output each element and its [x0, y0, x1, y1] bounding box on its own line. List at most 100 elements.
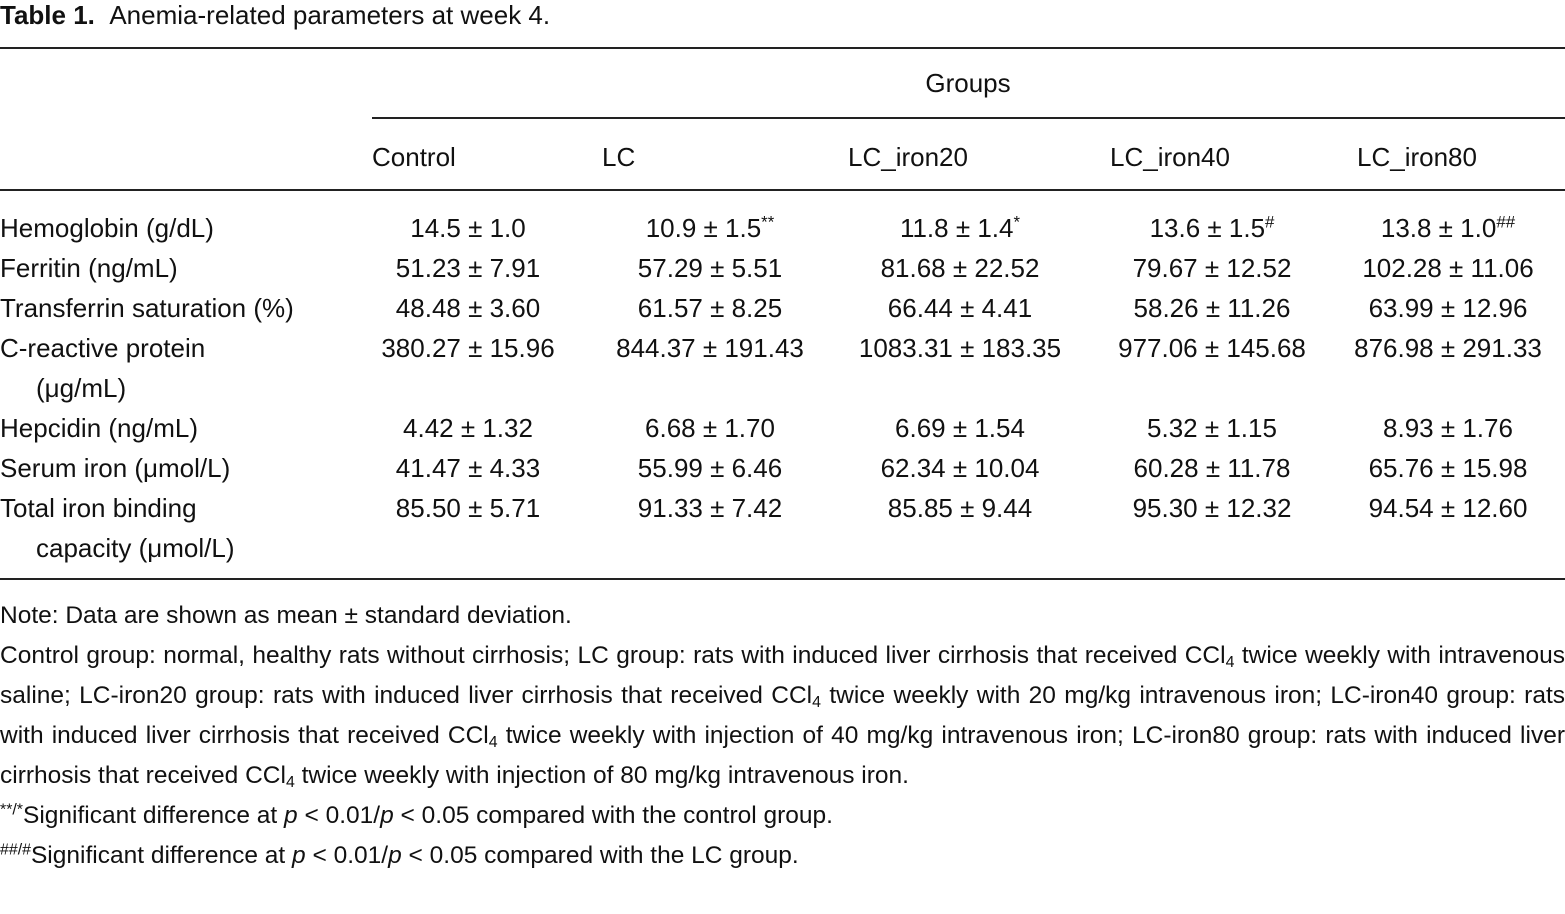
cell: 95.30 ± 12.32	[1087, 488, 1337, 528]
footnote-text: Significant difference at	[23, 802, 285, 829]
cell: 11.8 ± 1.4*	[835, 208, 1085, 248]
cell: 10.9 ± 1.5**	[585, 208, 835, 248]
cell-value: 977.06 ± 145.68	[1118, 333, 1306, 363]
cell-value: 91.33 ± 7.42	[637, 493, 783, 523]
column-header: LC_iron80	[1357, 142, 1477, 172]
cell: 102.28 ± 11.06	[1323, 248, 1565, 288]
cell-value: 41.47 ± 4.33	[395, 453, 541, 483]
cell: 48.48 ± 3.60	[343, 288, 593, 328]
cell: 977.06 ± 145.68	[1087, 328, 1337, 368]
row-label: Serum iron (μmol/L)	[0, 453, 231, 483]
cell-value: 8.93 ± 1.76	[1383, 413, 1513, 443]
footnote-text: 4	[285, 773, 295, 791]
significance-mark: **	[761, 212, 775, 232]
column-header: LC_iron20	[848, 142, 968, 172]
column-header: LC_iron40	[1110, 142, 1230, 172]
footnote-text: **/*	[0, 801, 23, 819]
cell: 51.23 ± 7.91	[343, 248, 593, 288]
cell-value: 5.32 ± 1.15	[1147, 413, 1277, 443]
cell: 57.29 ± 5.51	[585, 248, 835, 288]
footnote-text: p	[284, 802, 298, 829]
row-label: Hepcidin (ng/mL)	[0, 413, 198, 443]
cell: 85.85 ± 9.44	[835, 488, 1085, 528]
row-label: Ferritin (ng/mL)	[0, 253, 178, 283]
cell-value: 65.76 ± 15.98	[1368, 453, 1528, 483]
footnote: Control group: normal, healthy rats with…	[0, 636, 1565, 796]
cell: 5.32 ± 1.15	[1087, 408, 1337, 448]
cell: 81.68 ± 22.52	[835, 248, 1085, 288]
footnote-text: 4	[488, 733, 498, 751]
footnote-text: p	[380, 802, 394, 829]
cell: 4.42 ± 1.32	[343, 408, 593, 448]
cell: 13.6 ± 1.5#	[1087, 208, 1337, 248]
cell: 8.93 ± 1.76	[1323, 408, 1565, 448]
cell-value: 13.8 ± 1.0	[1380, 213, 1497, 243]
rule	[372, 117, 1565, 119]
cell: 94.54 ± 12.60	[1323, 488, 1565, 528]
footnote: Note: Data are shown as mean ± standard …	[0, 596, 1565, 636]
cell-value: 14.5 ± 1.0	[410, 213, 526, 243]
significance-mark: *	[1013, 212, 1021, 232]
cell: 6.69 ± 1.54	[835, 408, 1085, 448]
cell: 6.68 ± 1.70	[585, 408, 835, 448]
cell-value: 844.37 ± 191.43	[616, 333, 804, 363]
cell: 13.8 ± 1.0##	[1323, 208, 1565, 248]
column-header: Control	[372, 142, 456, 172]
rule	[0, 47, 1565, 49]
row-label: Transferrin saturation (%)	[0, 293, 294, 323]
cell-value: 48.48 ± 3.60	[395, 293, 541, 323]
row-label: Hemoglobin (g/dL)	[0, 213, 214, 243]
cell-value: 95.30 ± 12.32	[1132, 493, 1292, 523]
footnote-text: 4	[812, 693, 821, 711]
cell: 14.5 ± 1.0	[343, 208, 593, 248]
cell: 65.76 ± 15.98	[1323, 448, 1565, 488]
footnote-text: twice weekly with 20 mg/kg intravenous i…	[0, 682, 1565, 749]
cell: 58.26 ± 11.26	[1087, 288, 1337, 328]
cell: 61.57 ± 8.25	[585, 288, 835, 328]
footnote-text: 4	[1225, 653, 1235, 671]
group-header: Groups	[925, 68, 1011, 98]
significance-mark: #	[1265, 212, 1275, 232]
rule	[0, 189, 1565, 191]
cell: 85.50 ± 5.71	[343, 488, 593, 528]
cell: 62.34 ± 10.04	[835, 448, 1085, 488]
cell-value: 94.54 ± 12.60	[1368, 493, 1528, 523]
cell-value: 85.50 ± 5.71	[395, 493, 541, 523]
cell: 41.47 ± 4.33	[343, 448, 593, 488]
cell-value: 6.69 ± 1.54	[895, 413, 1025, 443]
cell: 79.67 ± 12.52	[1087, 248, 1337, 288]
cell-value: 876.98 ± 291.33	[1354, 333, 1542, 363]
footnote-text: p	[388, 842, 402, 869]
row-label: Total iron binding	[0, 493, 197, 523]
cell-value: 61.57 ± 8.25	[637, 293, 783, 323]
cell-value: 60.28 ± 11.78	[1133, 453, 1291, 483]
cell-value: 81.68 ± 22.52	[880, 253, 1040, 283]
footnote-text: twice weekly with injection of 40 mg/kg …	[0, 722, 1565, 789]
cell-value: 85.85 ± 9.44	[887, 493, 1033, 523]
footnote-text: p	[292, 842, 306, 869]
cell-value: 62.34 ± 10.04	[880, 453, 1040, 483]
cell-value: 66.44 ± 4.41	[887, 293, 1033, 323]
significance-mark: ##	[1496, 212, 1516, 232]
cell-value: 58.26 ± 11.26	[1133, 293, 1291, 323]
footnote-text: Control group: normal, healthy rats with…	[0, 642, 1226, 669]
cell-value: 4.42 ± 1.32	[403, 413, 533, 443]
cell-value: 57.29 ± 5.51	[637, 253, 783, 283]
cell: 1083.31 ± 183.35	[835, 328, 1085, 368]
cell: 380.27 ± 15.96	[343, 328, 593, 368]
rule	[0, 578, 1565, 580]
title-label: Table 1.	[0, 0, 95, 30]
column-header: LC	[602, 142, 636, 172]
cell-value: 79.67 ± 12.52	[1132, 253, 1292, 283]
footnote-text: < 0.05 compared with the control group.	[393, 802, 833, 829]
footnote-text: twice weekly with injection of 80 mg/kg …	[294, 762, 909, 789]
cell-value: 63.99 ± 12.96	[1368, 293, 1528, 323]
footnote-text: Significant difference at	[30, 842, 293, 869]
footnote-text: ##/#	[0, 841, 31, 859]
cell: 63.99 ± 12.96	[1323, 288, 1565, 328]
cell: 91.33 ± 7.42	[585, 488, 835, 528]
title-text: Anemia-related parameters at week 4.	[109, 0, 551, 30]
cell-value: 10.9 ± 1.5	[645, 213, 762, 243]
row-label: (μg/mL)	[36, 373, 127, 403]
table-title: Table 1. Anemia-related parameters at we…	[0, 0, 550, 35]
